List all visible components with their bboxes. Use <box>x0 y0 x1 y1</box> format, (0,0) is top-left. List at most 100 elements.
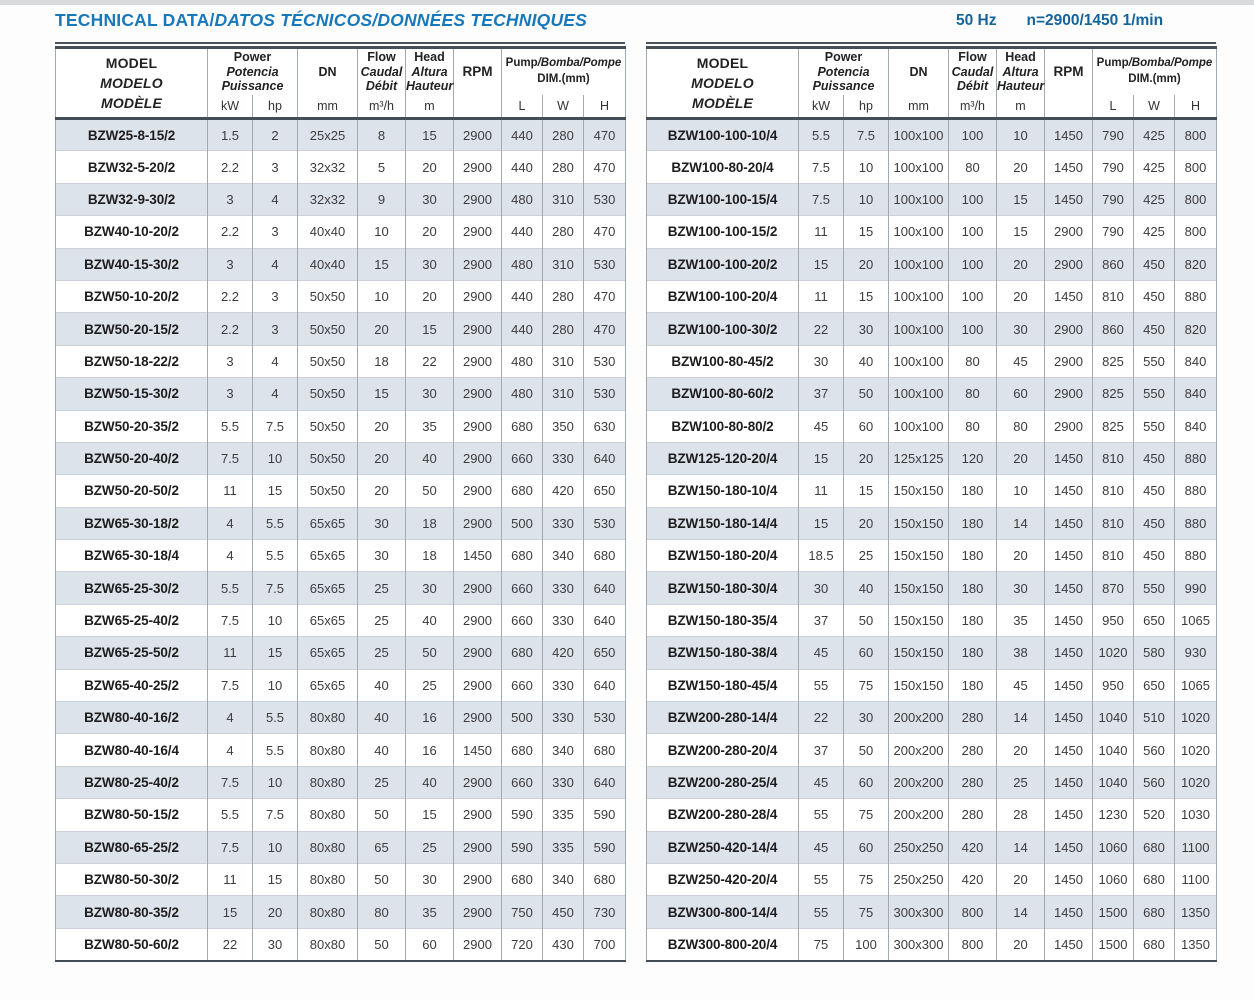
cell-W: 335 <box>542 830 584 864</box>
cell-hp: 3 <box>252 279 298 313</box>
cell-kw: 2.2 <box>207 150 253 184</box>
cell-head: 15 <box>996 215 1045 249</box>
cell-hp: 50 <box>843 603 889 637</box>
cell-L: 440 <box>501 312 543 346</box>
col-head: Head Altura Hauteur <box>405 47 454 95</box>
cell-L: 500 <box>501 701 543 734</box>
cell-model: BZW250-420-14/4 <box>646 830 799 864</box>
cell-rpm: 1450 <box>1044 603 1093 637</box>
cell-kw: 15 <box>207 895 253 929</box>
cell-hp: 40 <box>843 571 889 605</box>
head-label-es: Altura <box>411 64 448 79</box>
cell-model: BZW100-100-20/2 <box>646 247 799 281</box>
cell-flow: 10 <box>357 215 406 249</box>
cell-head: 25 <box>405 830 454 864</box>
cell-head: 10 <box>996 474 1045 508</box>
cell-L: 810 <box>1092 539 1134 572</box>
cell-dn: 50x50 <box>297 377 358 411</box>
cell-rpm: 1450 <box>1044 927 1093 961</box>
cell-rpm: 2900 <box>453 895 502 929</box>
flow-label-fr: Débit <box>956 79 989 93</box>
table-row: BZW50-15-30/2 3 4 50x50 15 30 2900 480 310 530 <box>55 377 626 411</box>
cell-head: 20 <box>405 279 454 313</box>
unit-flow: m³/h <box>948 94 997 119</box>
cell-dn: 150x150 <box>888 539 949 572</box>
cell-flow: 50 <box>357 798 406 832</box>
cell-H: 650 <box>583 636 626 670</box>
cell-H: 530 <box>583 377 626 411</box>
cell-rpm: 2900 <box>453 312 502 346</box>
cell-head: 35 <box>405 895 454 929</box>
cell-dn: 200x200 <box>888 798 949 832</box>
cell-model: BZW80-80-35/2 <box>55 895 208 929</box>
cell-H: 650 <box>583 474 626 508</box>
cell-hp: 4 <box>252 344 298 378</box>
col-model: MODEL MODELO MODÈLE <box>55 47 208 119</box>
cell-L: 790 <box>1092 182 1134 216</box>
unit-mm: mm <box>888 94 949 119</box>
cell-dn: 100x100 <box>888 150 949 184</box>
cell-rpm: 2900 <box>453 603 502 637</box>
cell-flow: 80 <box>357 895 406 929</box>
cell-rpm: 1450 <box>1044 118 1093 151</box>
cell-L: 1020 <box>1092 636 1134 670</box>
cell-model: BZW100-80-80/2 <box>646 409 799 443</box>
cell-H: 470 <box>583 118 626 151</box>
cell-W: 550 <box>1133 344 1175 378</box>
table-row: BZW80-40-16/4 4 5.5 80x80 40 16 1450 680 340 680 <box>55 733 626 767</box>
title-english: TECHNICAL DATA/ <box>55 10 215 30</box>
cell-W: 310 <box>542 247 584 281</box>
cell-dn: 300x300 <box>888 927 949 961</box>
cell-flow: 180 <box>948 636 997 670</box>
model-label-es: MODELO <box>100 75 163 91</box>
cell-model: BZW100-100-15/4 <box>646 182 799 216</box>
cell-dn: 80x80 <box>297 798 358 832</box>
cell-head: 30 <box>405 862 454 896</box>
cell-model: BZW100-100-15/2 <box>646 215 799 249</box>
cell-rpm: 2900 <box>453 862 502 896</box>
cell-kw: 3 <box>207 182 253 216</box>
cell-dn: 150x150 <box>888 474 949 508</box>
cell-rpm: 1450 <box>1044 895 1093 929</box>
cell-head: 18 <box>405 506 454 540</box>
cell-flow: 80 <box>948 150 997 184</box>
cell-model: BZW200-280-20/4 <box>646 733 799 767</box>
cell-L: 750 <box>501 895 543 929</box>
cell-H: 640 <box>583 441 626 475</box>
cell-H: 880 <box>1174 474 1217 508</box>
dim-mm-label: DIM.(mm) <box>1128 73 1181 86</box>
cell-head: 15 <box>405 798 454 832</box>
unit-mm: mm <box>297 94 358 119</box>
cell-flow: 50 <box>357 927 406 961</box>
cell-hp: 4 <box>252 182 298 216</box>
cell-rpm: 1450 <box>1044 150 1093 184</box>
cell-L: 590 <box>501 798 543 832</box>
cell-H: 880 <box>1174 441 1217 475</box>
cell-dn: 150x150 <box>888 571 949 605</box>
cell-model: BZW150-180-30/4 <box>646 571 799 605</box>
cell-model: BZW65-40-25/2 <box>55 668 208 702</box>
flow-label-fr: Débit <box>365 79 398 93</box>
cell-L: 680 <box>501 733 543 767</box>
col-dn: DN <box>297 47 358 95</box>
cell-model: BZW80-50-60/2 <box>55 927 208 961</box>
cell-head: 20 <box>405 215 454 249</box>
cell-rpm: 2900 <box>453 474 502 508</box>
unit-l: L <box>501 94 543 119</box>
cell-hp: 2 <box>252 118 298 151</box>
cell-flow: 40 <box>357 733 406 767</box>
cell-model: BZW150-180-45/4 <box>646 668 799 702</box>
cell-rpm: 2900 <box>453 441 502 475</box>
flow-label-es: Caudal <box>951 64 994 79</box>
cell-dn: 80x80 <box>297 733 358 767</box>
cell-L: 1230 <box>1092 798 1134 832</box>
cell-head: 35 <box>405 409 454 443</box>
cell-dn: 200x200 <box>888 765 949 799</box>
cell-rpm: 2900 <box>1044 215 1093 249</box>
cell-head: 60 <box>996 377 1045 411</box>
cell-L: 440 <box>501 215 543 249</box>
table-row: BZW150-180-35/4 37 50 150x150 180 35 1450 950 65… <box>646 603 1217 637</box>
cell-H: 800 <box>1174 150 1217 184</box>
cell-L: 825 <box>1092 409 1134 443</box>
cell-W: 280 <box>542 312 584 346</box>
